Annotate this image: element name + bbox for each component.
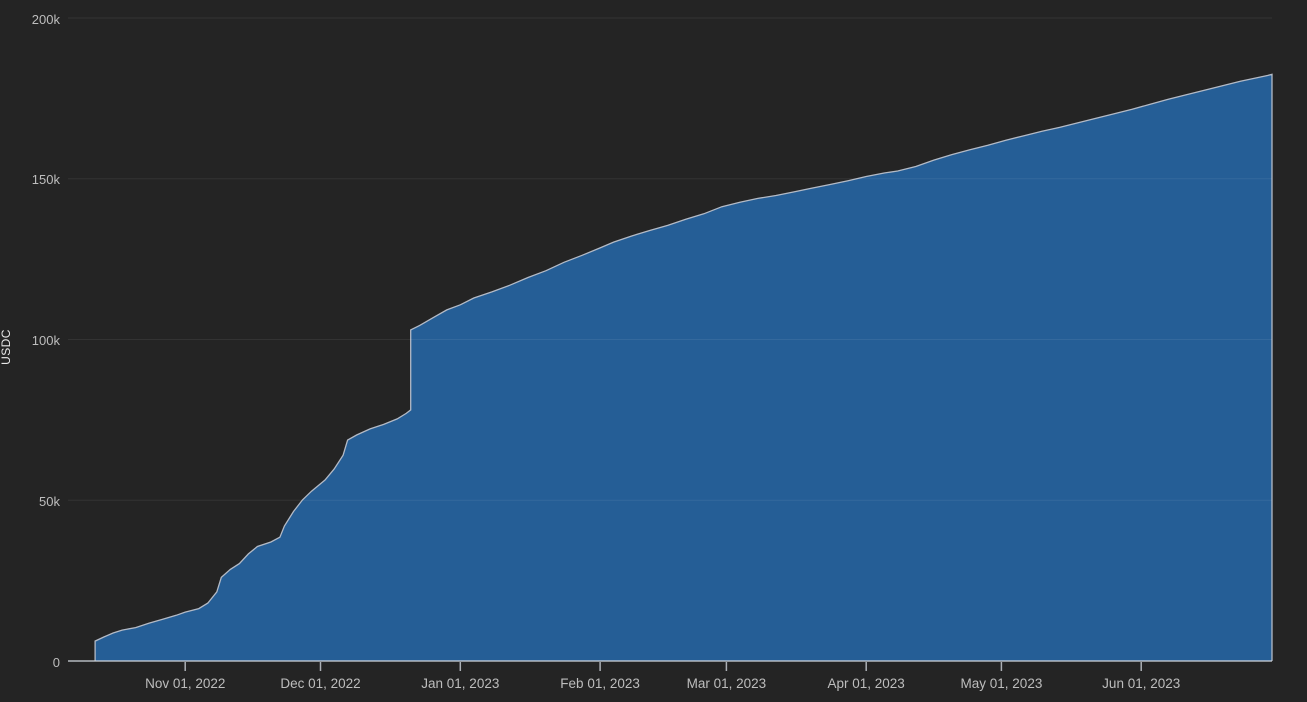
area-series-fill <box>95 74 1273 662</box>
y-axis-tick-label: 150k <box>31 172 60 188</box>
x-axis-tick-label: Mar 01, 2023 <box>686 676 767 691</box>
x-axis-tick-label: Apr 01, 2023 <box>827 676 905 691</box>
x-axis-tick-label: Jan 01, 2023 <box>421 676 500 691</box>
x-axis-tick-label: May 01, 2023 <box>960 676 1043 691</box>
y-axis-tick-label: 50k <box>39 493 60 509</box>
x-axis-tick-label: Jun 01, 2023 <box>1102 676 1181 691</box>
y-axis-tick-label: 100k <box>31 333 60 348</box>
y-axis-tick-label: 0 <box>52 654 60 670</box>
x-axis-tick-label: Feb 01, 2023 <box>560 676 640 691</box>
y-axis-title: USDC <box>0 329 13 365</box>
x-axis-tick-label: Dec 01, 2022 <box>280 676 361 691</box>
x-axis-tick-label: Nov 01, 2022 <box>145 676 226 691</box>
area-series-line <box>94 73 1273 661</box>
y-axis-tick-label: 200k <box>31 11 60 27</box>
